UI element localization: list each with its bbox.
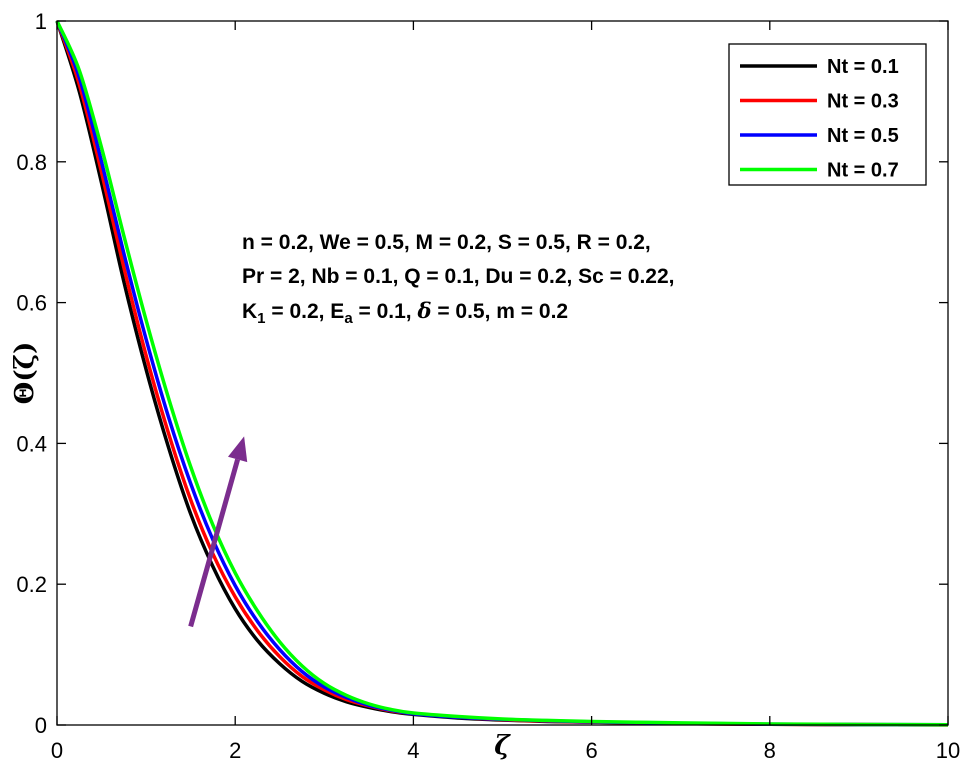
- y-tick-label: 0.8: [16, 150, 47, 175]
- x-axis-label: ζ: [494, 731, 511, 761]
- legend-label-4: Nt = 0.7: [827, 160, 899, 182]
- x-tick-label: 6: [585, 738, 597, 763]
- y-tick-label: 1: [35, 9, 47, 34]
- x-tick-label: 10: [936, 738, 960, 763]
- legend-label-1: Nt = 0.1: [827, 56, 899, 78]
- y-axis-label: Θ(ζ): [10, 342, 40, 405]
- trend-arrow: [188, 436, 248, 628]
- y-tick-label: 0: [35, 713, 47, 738]
- legend-label-3: Nt = 0.5: [827, 125, 899, 147]
- parameter-annotation: n = 0.2, We = 0.5, M = 0.2, S = 0.5, R =…: [242, 226, 675, 336]
- annotation-line-2: Pr = 2, Nb = 0.1, Q = 0.1, Du = 0.2, Sc …: [242, 265, 675, 288]
- arrow-head: [227, 436, 248, 463]
- y-tick-label: 0.6: [16, 291, 47, 316]
- x-tick-label: 4: [407, 738, 419, 763]
- annotation-line-1: n = 0.2, We = 0.5, M = 0.2, S = 0.5, R =…: [242, 231, 651, 254]
- legend-label-2: Nt = 0.3: [827, 91, 899, 113]
- arrow-shaft: [188, 458, 241, 628]
- y-tick-label: 0.4: [16, 431, 47, 456]
- plot-frame: [56, 20, 949, 726]
- x-tick-label: 8: [764, 738, 776, 763]
- series-line-4: [55, 20, 949, 727]
- axis-ticks: 0 2 4 6 8 10 0 0.2 0.4 0.6 0.8 1: [16, 9, 960, 763]
- x-tick-label: 2: [229, 738, 241, 763]
- annotation-line-3: K1 = 0.2, Ea = 0.1, δ = 0.5, m = 0.2: [242, 298, 569, 328]
- y-tick-label: 0.2: [16, 572, 47, 597]
- x-tick-label: 0: [51, 738, 63, 763]
- series-lines: [55, 20, 949, 727]
- legend: Nt = 0.1 Nt = 0.3 Nt = 0.5 Nt = 0.7: [728, 43, 927, 186]
